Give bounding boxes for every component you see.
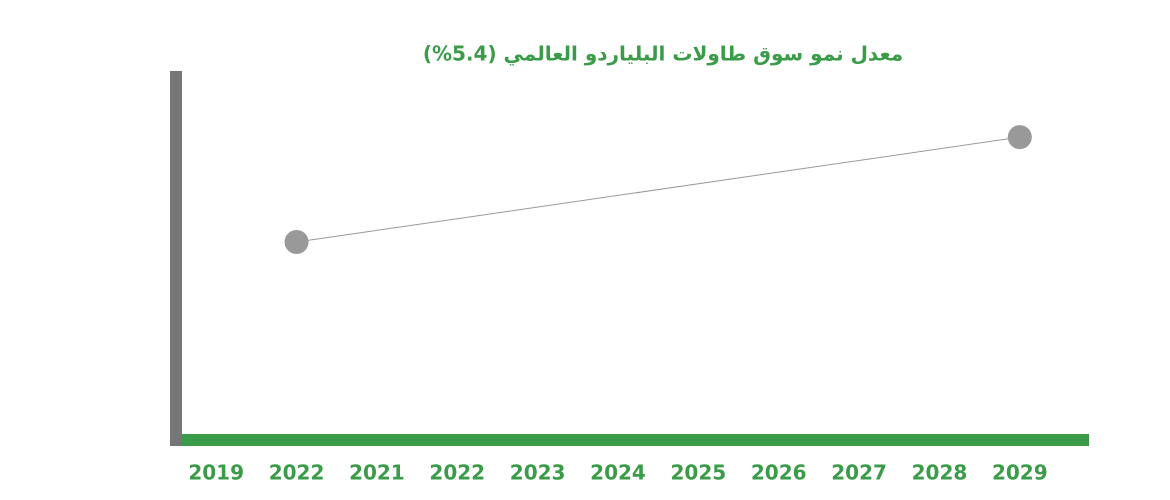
x-tick-label: 2029 <box>992 461 1048 485</box>
x-axis <box>182 434 1089 446</box>
x-tick-label: 2025 <box>671 461 727 485</box>
point <box>284 230 309 255</box>
x-tick-label: 2024 <box>590 461 646 485</box>
point <box>1007 125 1032 150</box>
x-tick-label: 2027 <box>831 461 887 485</box>
y-axis <box>170 71 182 446</box>
chart-title: معدل نمو سوق طاولات البلياردو العالمي (5… <box>423 42 903 67</box>
x-tick-label: 2021 <box>349 461 405 485</box>
x-tick-label: 2022 <box>429 461 485 485</box>
connector <box>296 136 1020 243</box>
x-tick-label: 2022 <box>269 461 325 485</box>
x-tick-label: 2028 <box>912 461 968 485</box>
x-tick-label: 2023 <box>510 461 566 485</box>
x-tick-label: 2026 <box>751 461 807 485</box>
x-tick-label: 2019 <box>188 461 244 485</box>
